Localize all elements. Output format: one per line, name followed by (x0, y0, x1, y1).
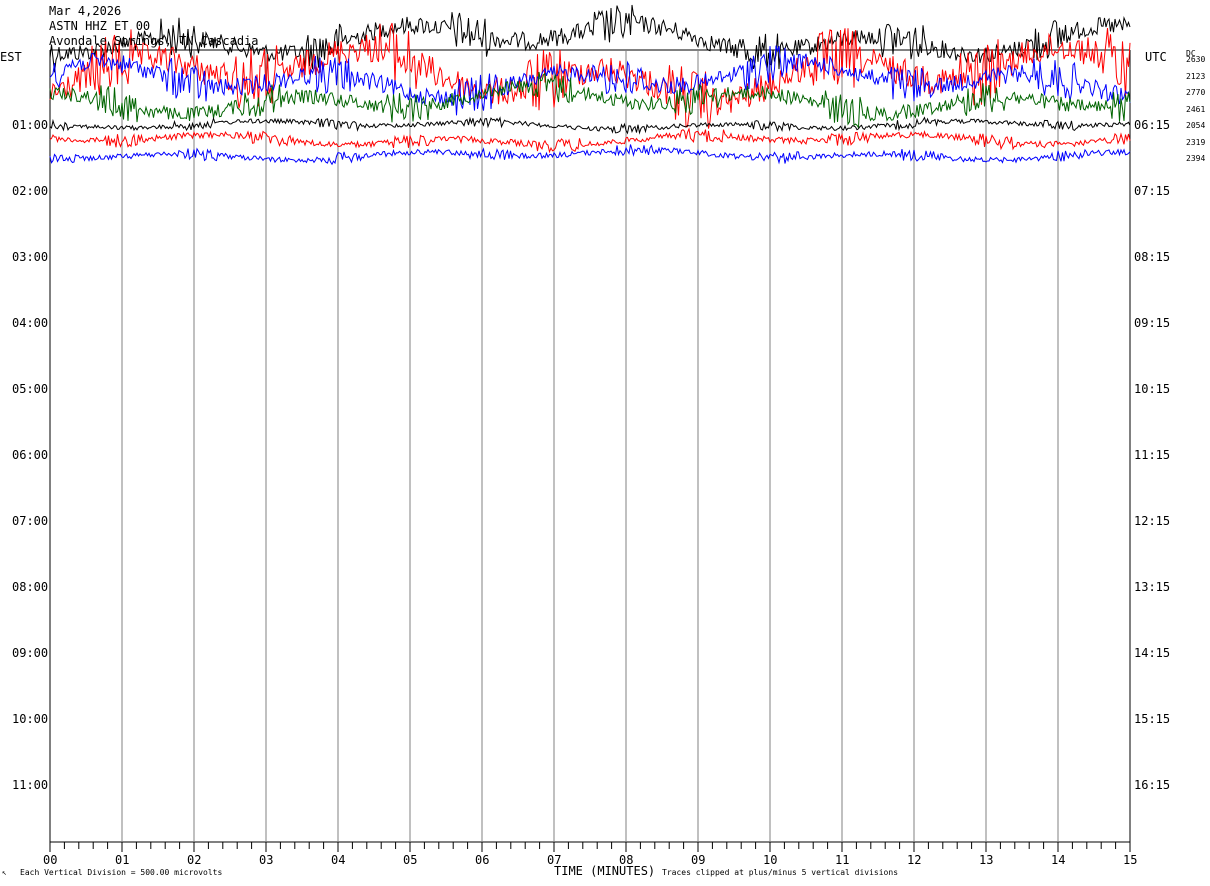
dc-value: 2319 (1186, 137, 1206, 147)
right-timezone: UTC (1145, 50, 1167, 64)
x-tick-label: 11 (835, 853, 850, 867)
y-label-left: 06:00 (12, 448, 49, 462)
y-label-left: 02:00 (12, 184, 49, 198)
y-label-right: 07:15 (1134, 184, 1171, 198)
trace-line (49, 45, 1131, 116)
scale-icon: ↖ (2, 868, 7, 877)
division-note: Each Vertical Division = 500.00 microvol… (20, 868, 223, 877)
y-label-right: 06:15 (1134, 118, 1171, 132)
y-label-left: 10:00 (12, 712, 49, 726)
y-label-left: 01:00 (12, 118, 49, 132)
trace-line (49, 127, 1131, 154)
dc-value: 2054 (1186, 121, 1206, 130)
x-tick-label: 00 (43, 853, 58, 867)
trace-line (49, 116, 1131, 135)
y-label-right: 13:15 (1134, 580, 1171, 594)
y-label-left: 07:00 (12, 514, 49, 528)
seismic-traces (49, 4, 1131, 166)
y-label-left: 03:00 (12, 250, 49, 264)
x-tick-label: 07 (547, 853, 562, 867)
y-label-left: 08:00 (12, 580, 49, 594)
dc-label: DC (1186, 49, 1196, 58)
x-tick-label: 09 (691, 853, 706, 867)
trace-line (49, 144, 1131, 166)
x-tick-label: 15 (1123, 853, 1138, 867)
x-tick-label: 08 (619, 853, 634, 867)
x-tick-label: 01 (115, 853, 130, 867)
x-tick-label: 02 (187, 853, 202, 867)
left-timezone: EST (0, 50, 22, 64)
location-label: Avondale Springs, TN Cascadia (49, 34, 259, 48)
x-tick-label: 14 (1051, 853, 1066, 867)
x-tick-label: 04 (331, 853, 346, 867)
x-tick-label: 03 (259, 853, 274, 867)
x-tick-label: 10 (763, 853, 778, 867)
y-label-left: 04:00 (12, 316, 49, 330)
trace-line (49, 71, 1131, 130)
clip-note: Traces clipped at plus/minus 5 vertical … (662, 868, 899, 877)
y-label-right: 11:15 (1134, 448, 1171, 462)
y-label-right: 10:15 (1134, 382, 1171, 396)
x-tick-label: 06 (475, 853, 490, 867)
y-label-left: 05:00 (12, 382, 49, 396)
y-label-left: 11:00 (12, 778, 49, 792)
y-label-right: 14:15 (1134, 646, 1171, 660)
dc-value: 2770 (1186, 88, 1206, 97)
y-label-right: 12:15 (1134, 514, 1171, 528)
date-label: Mar 4,2026 (49, 4, 122, 18)
y-label-right: 16:15 (1134, 778, 1171, 792)
x-axis-title: TIME (MINUTES) (554, 864, 656, 878)
x-tick-label: 05 (403, 853, 418, 867)
x-tick-label: 13 (979, 853, 994, 867)
grid-lines (49, 49, 1131, 843)
dc-value: 2394 (1186, 154, 1206, 163)
y-label-right: 15:15 (1134, 712, 1171, 726)
y-label-left: 09:00 (12, 646, 49, 660)
trace-line (49, 4, 1131, 73)
x-tick-label: 12 (907, 853, 922, 867)
dc-value: 2123 (1186, 71, 1206, 81)
x-axis-ticks (49, 842, 1131, 852)
y-label-right: 09:15 (1134, 316, 1171, 330)
y-label-right: 08:15 (1134, 250, 1171, 264)
dc-value: 2630 (1186, 55, 1206, 64)
station-label: ASTN HHZ ET 00 (49, 19, 151, 33)
dc-value: 2461 (1186, 104, 1206, 114)
